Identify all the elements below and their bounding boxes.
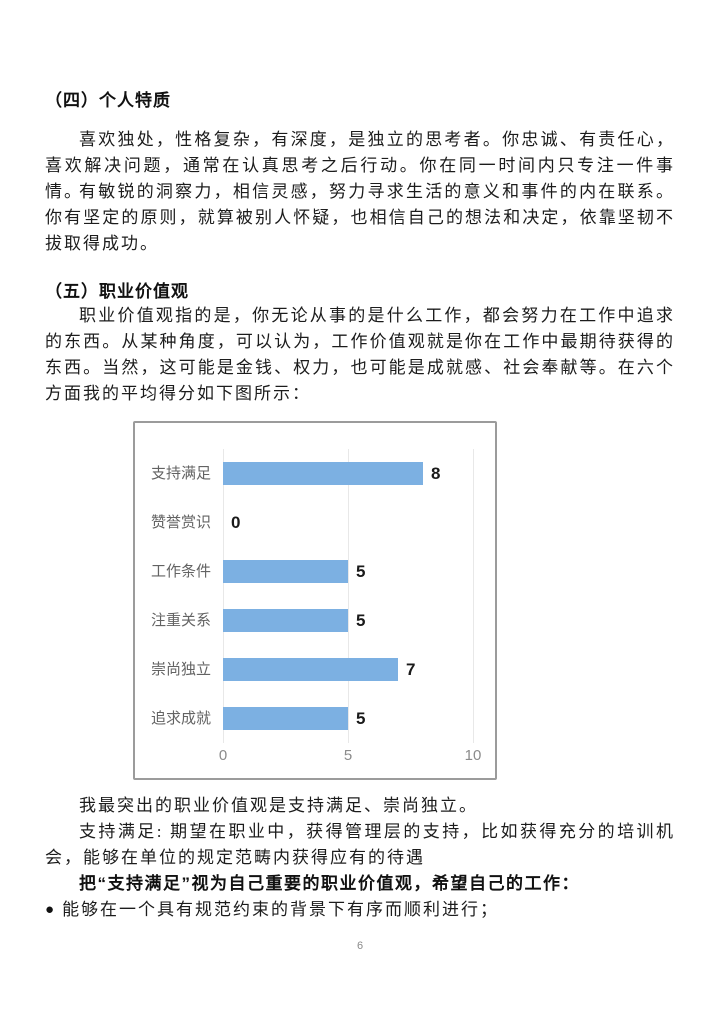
page-number: 6 [356,940,364,952]
chart-xtick-label: 10 [464,747,482,764]
chart-bar [223,560,348,583]
section4-paragraph-2: 有敏锐的洞察力，相信灵感，努力寻求生活的意义和事件的内在联系。你有坚定的原则，就… [45,182,675,253]
chart-bar-value: 0 [231,512,241,532]
career-values-bar-chart: 支持满足赞誉赏识工作条件注重关系崇尚独立追求成就 8 0 5 5 7 5 0 5 10 [133,421,497,780]
chart-category-label: 赞誉赏识 [151,514,212,531]
section5-paragraph-1: 职业价值观指的是，你无论从事的是什么工作，都会努力在工作中追求的东西。从某种角度… [45,306,675,403]
section5-heading: （五）职业价值观 [45,282,189,301]
support-definition-paragraph: 支持满足: 期望在职业中，获得管理层的支持，比如获得充分的培训机会，能够在单位的… [45,822,675,867]
chart-bar-value: 5 [356,561,366,581]
chart-category-label: 崇尚独立 [151,661,212,678]
chart-bar-value: 7 [406,659,416,679]
chart-gridline [348,449,349,743]
chart-bar-value: 5 [356,708,366,728]
bullet-text: 能够在一个具有规范约束的背景下有序而顺利进行； [62,900,500,919]
chart-category-label: 工作条件 [151,563,212,580]
chart-plot-area: 8 0 5 5 7 5 [223,449,474,743]
chart-gridline [223,449,224,743]
chart-bar-value: 8 [431,463,441,483]
chart-bar-row: 7 [223,645,473,694]
chart-bar-row: 8 [223,449,473,498]
section4-heading: （四）个人特质 [45,91,171,110]
chart-bar [223,707,348,730]
chart-gridline [473,449,474,743]
chart-bar [223,658,398,681]
chart-bar-value: 5 [356,610,366,630]
chart-bar [223,609,348,632]
chart-category-label: 追求成就 [151,710,212,727]
chart-bar-row: 5 [223,694,473,743]
chart-bar [223,462,423,485]
chart-xtick-label: 5 [343,747,353,764]
section4-paragraph-1: 喜欢独处，性格复杂，有深度，是独立的思考者。你忠诚、有责任心，喜欢解决问题，通常… [45,130,675,201]
chart-category-labels: 支持满足赞誉赏识工作条件注重关系崇尚独立追求成就 [151,449,223,743]
chart-xtick-label: 0 [218,747,228,764]
chart-category-label: 支持满足 [151,465,212,482]
chart-bar-row: 5 [223,596,473,645]
chart-bar-row: 5 [223,547,473,596]
chart-x-axis: 0 5 10 [219,747,482,769]
chart-bar-row: 0 [223,498,473,547]
bullet-item: ● 能够在一个具有规范约束的背景下有序而顺利进行； [45,897,675,923]
bullet-icon: ● [45,902,55,918]
summary-paragraph: 我最突出的职业价值观是支持满足、崇尚独立。 [79,796,478,815]
chart-category-label: 注重关系 [151,612,212,629]
emphasis-paragraph: 把“支持满足”视为自己重要的职业价值观，希望自己的工作： [79,874,580,893]
